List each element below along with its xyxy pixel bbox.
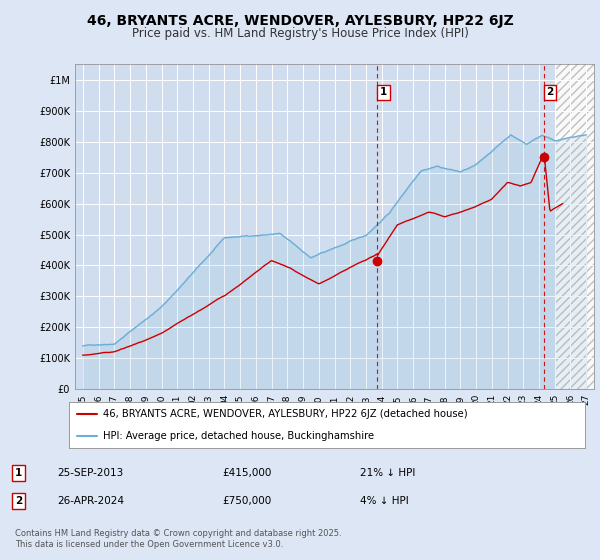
Bar	[556, 64, 594, 389]
Text: Price paid vs. HM Land Registry's House Price Index (HPI): Price paid vs. HM Land Registry's House …	[131, 27, 469, 40]
Text: HPI: Average price, detached house, Buckinghamshire: HPI: Average price, detached house, Buck…	[103, 431, 374, 441]
Text: £750,000: £750,000	[222, 496, 271, 506]
Text: 1: 1	[380, 87, 387, 97]
Text: 1: 1	[15, 468, 22, 478]
Bar	[556, 64, 594, 389]
Text: Contains HM Land Registry data © Crown copyright and database right 2025.
This d: Contains HM Land Registry data © Crown c…	[15, 529, 341, 549]
Text: 46, BRYANTS ACRE, WENDOVER, AYLESBURY, HP22 6JZ (detached house): 46, BRYANTS ACRE, WENDOVER, AYLESBURY, H…	[103, 409, 467, 419]
Text: 21% ↓ HPI: 21% ↓ HPI	[360, 468, 415, 478]
Text: 25-SEP-2013: 25-SEP-2013	[57, 468, 123, 478]
Text: £415,000: £415,000	[222, 468, 271, 478]
Text: 2: 2	[15, 496, 22, 506]
Text: 4% ↓ HPI: 4% ↓ HPI	[360, 496, 409, 506]
Text: 46, BRYANTS ACRE, WENDOVER, AYLESBURY, HP22 6JZ: 46, BRYANTS ACRE, WENDOVER, AYLESBURY, H…	[86, 14, 514, 28]
Text: 2: 2	[547, 87, 554, 97]
Text: 26-APR-2024: 26-APR-2024	[57, 496, 124, 506]
